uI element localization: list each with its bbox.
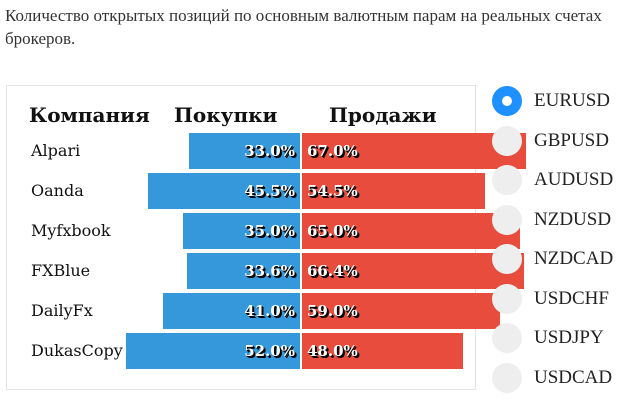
radio-button[interactable] — [492, 284, 522, 314]
buy-bar: 33.6% — [187, 253, 300, 289]
sell-percent-label: 65.0% — [307, 222, 358, 240]
radio-button[interactable] — [492, 363, 522, 393]
header-company: Компания — [29, 103, 150, 127]
header-sell: Продажи — [329, 103, 437, 127]
row-company-name: Oanda — [31, 181, 84, 200]
buy-percent-label: 33.6% — [244, 262, 295, 280]
buy-percent-label: 45.5% — [244, 182, 295, 200]
pair-option-label[interactable]: EURUSD — [534, 90, 611, 111]
radio-button[interactable] — [492, 244, 522, 274]
pair-option-label[interactable]: USDCAD — [534, 367, 613, 388]
radio-button[interactable] — [492, 126, 522, 156]
row-company-name: DukasCopy — [31, 341, 123, 360]
row-company-name: Myfxbook — [31, 221, 111, 240]
row-company-name: Alpari — [31, 141, 81, 160]
buy-bar: 52.0% — [126, 333, 300, 369]
sell-bar: 65.0% — [302, 213, 520, 249]
sell-bar: 48.0% — [302, 333, 463, 369]
pair-option-label[interactable]: AUDUSD — [534, 169, 614, 190]
pair-option-label[interactable]: NZDCAD — [534, 248, 614, 269]
sell-bar: 54.5% — [302, 173, 485, 209]
pair-option-label[interactable]: NZDUSD — [534, 209, 612, 230]
header-buy: Покупки — [174, 103, 278, 127]
pair-option-label[interactable]: USDJPY — [534, 327, 604, 348]
sell-bar: 59.0% — [302, 293, 500, 329]
buy-bar: 35.0% — [183, 213, 300, 249]
sell-percent-label: 54.5% — [307, 182, 358, 200]
description-text: Количество открытых позиций по основным … — [5, 6, 602, 48]
sell-percent-label: 59.0% — [307, 302, 358, 320]
buy-bar: 41.0% — [163, 293, 300, 329]
radio-button[interactable] — [492, 323, 522, 353]
buy-percent-label: 33.0% — [244, 142, 295, 160]
buy-percent-label: 35.0% — [244, 222, 295, 240]
sell-bar: 66.4% — [302, 253, 524, 289]
center-divider — [300, 128, 302, 372]
pair-option-label[interactable]: GBPUSD — [534, 130, 609, 151]
radio-button[interactable] — [492, 205, 522, 235]
buy-percent-label: 41.0% — [244, 302, 295, 320]
sell-bar: 67.0% — [302, 133, 526, 169]
pair-option-label[interactable]: USDCHF — [534, 288, 609, 309]
sell-percent-label: 66.4% — [307, 262, 358, 280]
buy-percent-label: 52.0% — [244, 342, 295, 360]
sell-percent-label: 48.0% — [307, 342, 358, 360]
sell-percent-label: 67.0% — [307, 142, 358, 160]
buy-bar: 33.0% — [189, 133, 300, 169]
buy-bar: 45.5% — [148, 173, 300, 209]
row-company-name: DailyFx — [31, 301, 93, 320]
radio-button[interactable] — [492, 86, 522, 116]
row-company-name: FXBlue — [31, 261, 91, 280]
radio-button[interactable] — [492, 165, 522, 195]
